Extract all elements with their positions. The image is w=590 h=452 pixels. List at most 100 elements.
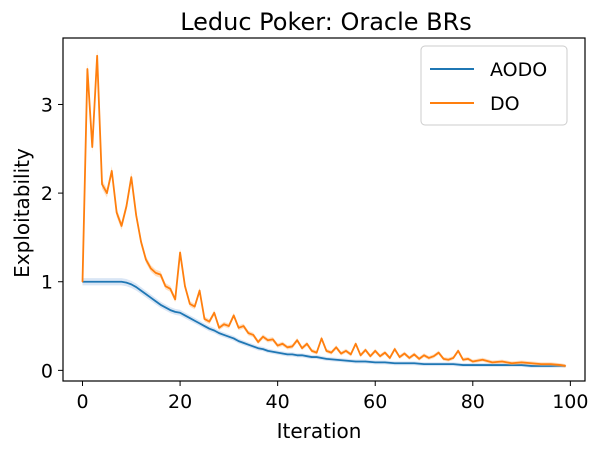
data-point-aodo [277,352,279,354]
data-point-aodo [116,281,118,283]
data-point-do [355,343,357,345]
data-point-aodo [203,325,206,327]
legend: AODO DO [420,45,568,126]
data-point-aodo [335,359,337,361]
data-point-do [194,305,196,308]
legend-box [420,45,568,126]
data-point-aodo [384,361,386,363]
data-point-aodo [130,283,132,285]
y-tick-label: 1 [41,272,53,294]
data-point-aodo [364,360,367,363]
data-point-aodo [145,293,147,295]
data-point-aodo [213,329,215,332]
data-point-do [457,350,459,352]
data-point-aodo [272,351,274,353]
data-point-aodo [462,364,464,366]
data-point-aodo [345,360,347,362]
data-point-do [164,285,167,287]
data-point-do [296,339,298,341]
y-tick-label: 0 [41,360,53,382]
x-tick-label: 60 [363,391,387,413]
data-point-aodo [179,312,181,314]
data-point-do [442,358,445,360]
data-point-aodo [150,297,152,299]
data-point-aodo [355,360,357,363]
data-point-do [433,355,435,357]
data-point-do [481,359,484,361]
data-point-do [208,321,210,323]
data-point-do [272,338,274,340]
data-point-aodo [301,354,303,356]
data-point-do [179,251,181,254]
x-axis: 0 20 40 60 80 100 [76,381,588,413]
data-point-aodo [198,322,201,324]
data-point-do [564,365,567,367]
data-point-aodo [413,362,415,364]
x-tick-label: 20 [168,391,192,413]
data-point-do [330,352,332,354]
data-point-do [452,357,454,359]
data-point-do [364,349,367,351]
data-point-aodo [403,362,406,364]
x-tick-label: 80 [461,391,485,413]
data-point-do [369,355,371,357]
data-point-do [155,272,157,274]
data-point-do [91,146,93,148]
data-point-do [213,312,215,314]
data-point-do [501,360,503,363]
data-point-do [218,327,220,329]
data-point-aodo [316,356,318,358]
data-point-aodo [155,300,157,302]
data-point-do [140,241,142,243]
data-point-do [530,362,532,364]
data-point-do [418,358,420,360]
data-point-aodo [394,362,396,364]
data-point-do [159,274,162,276]
data-point-aodo [96,281,98,283]
data-point-do [311,350,313,352]
data-point-do [116,212,118,214]
data-point-do [125,205,128,207]
data-point-aodo [472,364,474,366]
x-tick-label: 0 [76,391,88,413]
data-point-aodo [208,328,210,330]
data-point-aodo [296,354,298,356]
data-point-aodo [511,364,513,366]
data-point-aodo [140,289,142,292]
data-point-do [491,361,493,363]
data-point-aodo [550,365,552,367]
data-point-do [350,353,352,356]
data-point-aodo [101,281,103,283]
data-point-do [252,334,254,336]
data-point-do [325,350,328,352]
data-point-aodo [306,355,308,357]
data-point-do [262,336,264,338]
data-point-do [301,347,303,349]
data-point-aodo [247,344,249,346]
data-point-aodo [501,364,503,366]
x-tick-label: 40 [266,391,290,413]
data-point-aodo [540,365,542,367]
data-point-aodo [374,361,376,363]
data-point-do [106,192,108,194]
data-point-aodo [135,286,137,288]
data-point-do [379,355,381,357]
series-line-aodo [82,280,566,367]
data-point-do [335,346,337,348]
data-point-aodo [452,363,454,365]
data-point-aodo [423,363,425,365]
legend-label-do: DO [490,93,520,115]
data-point-do [423,354,425,356]
data-point-do [306,343,308,345]
data-point-do [81,281,84,283]
data-point-aodo [433,363,435,365]
data-point-do [242,325,245,327]
data-point-aodo [481,364,484,366]
data-point-do [472,360,474,363]
data-point-do [403,352,406,355]
data-point-do [374,350,376,352]
data-point-aodo [91,281,93,283]
data-point-aodo [194,320,196,322]
data-point-aodo [520,364,523,366]
